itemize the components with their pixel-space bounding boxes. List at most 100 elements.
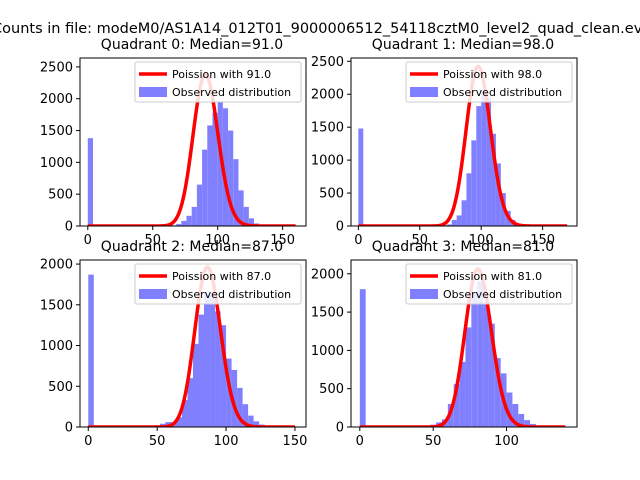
quadrant-2-legend-poisson-label: Poission with 87.0 — [172, 270, 271, 283]
quadrant-1-histogram-bar-4 — [451, 220, 457, 226]
quadrant-1-data-layer — [357, 64, 569, 226]
quadrant-2-ytick-label-1000: 1000 — [40, 339, 73, 354]
quadrant-3-histogram-bar-5 — [453, 384, 460, 427]
quadrant-0-histogram-bar-4 — [181, 220, 187, 226]
quadrant-0-histogram-bar-7 — [196, 184, 203, 226]
quadrant-2-histogram-bar-18 — [248, 415, 254, 427]
quadrant-3-legend-poisson-label: Poission with 81.0 — [443, 270, 542, 283]
quadrant-2-axes-frame — [79, 259, 307, 428]
quadrant-3-ytick-label-0: 0 — [336, 421, 344, 436]
quadrant-3-ytick-label-1000: 1000 — [311, 344, 344, 359]
quadrant-0-histogram-bar-0 — [87, 138, 93, 226]
quadrant-2-histogram-bar-17 — [242, 404, 249, 427]
quadrant-0-histogram-bar-10 — [212, 112, 218, 226]
quadrant-3-ytick-label-2000: 2000 — [311, 267, 344, 282]
quadrant-1-xtick-label-150: 150 — [530, 233, 555, 248]
quadrant-2-ytick-label-2000: 2000 — [40, 258, 73, 273]
quadrant-1-legend-frame — [405, 61, 573, 103]
quadrant-1-ytick-label-1000: 1000 — [311, 154, 344, 169]
quadrant-1-histogram-bar-13 — [495, 163, 501, 226]
quadrant-0-ytick-label-1000: 1000 — [40, 156, 73, 171]
quadrant-2-histogram-bar-16 — [237, 387, 243, 427]
quadrant-1-ytick-label-2500: 2500 — [311, 55, 344, 70]
quadrant-1-legend-observed-swatch — [410, 87, 438, 97]
quadrant-0-histogram-bar-3 — [176, 224, 182, 226]
quadrant-2-legend-observed-label: Observed distribution — [172, 288, 291, 301]
quadrant-3-xtick-label-50: 50 — [425, 434, 442, 449]
quadrant-2-histogram-bar-11 — [209, 293, 216, 427]
quadrant-3-legend-observed-label: Observed distribution — [443, 288, 562, 301]
quadrant-0-ytick-label-2500: 2500 — [40, 60, 73, 75]
quadrant-1-histogram-bar-12 — [491, 133, 496, 226]
quadrant-3-title: Quadrant 3: Median=81.0 — [372, 239, 554, 255]
quadrant-0-histogram-bar-5 — [186, 215, 192, 226]
quadrant-0-ytick-label-1500: 1500 — [40, 124, 73, 139]
quadrant-2-xtick-label-100: 100 — [214, 434, 239, 449]
quadrant-1-histogram-bar-9 — [476, 106, 482, 226]
quadrant-1-histogram-bar-11 — [486, 97, 492, 226]
quadrant-0-histogram-bar-6 — [191, 206, 197, 226]
quadrant-3-histogram-bar-9 — [477, 281, 484, 427]
quadrant-3-legend: Poission with 81.0 Observed distribution — [405, 263, 573, 305]
figure-suptitle: Counts in file: modeM0/AS1A14_012T01_900… — [0, 21, 640, 37]
quadrant-2-legend: Poission with 87.0 Observed distribution — [134, 263, 302, 305]
quadrant-1-histogram-bar-8 — [471, 140, 477, 226]
quadrant-1-legend-observed-label: Observed distribution — [443, 86, 562, 99]
quadrant-2-histogram-bar-9 — [198, 314, 205, 427]
quadrant-3-legend-frame — [405, 263, 573, 305]
quadrant-3-axes-frame — [350, 259, 578, 428]
quadrant-0-histogram-bar-14 — [233, 159, 239, 226]
quadrant-1-histogram-bar-6 — [461, 200, 467, 226]
quadrant-2-ytick-label-500: 500 — [48, 380, 73, 395]
quadrant-3-ytick-label-500: 500 — [319, 382, 344, 397]
quadrant-1-xtick-label-0: 0 — [354, 233, 362, 248]
quadrant-1-ytick-label-1500: 1500 — [311, 121, 344, 136]
quadrant-2-ytick-label-0: 0 — [65, 421, 73, 436]
quadrant-0-xtick-label-50: 50 — [144, 233, 161, 248]
quadrant-1-histogram-bar-3 — [446, 224, 452, 226]
quadrant-2-histogram-bar-13 — [220, 325, 227, 427]
quadrant-2-xtick-label-50: 50 — [149, 434, 166, 449]
quadrant-2-histogram-bar-12 — [215, 311, 221, 427]
quadrant-3-histogram-bar-17 — [524, 420, 531, 427]
quadrant-3-xtick-label-0: 0 — [356, 434, 364, 449]
quadrant-1-histogram-bar-5 — [456, 215, 462, 226]
quadrant-3-histogram-bar-12 — [494, 358, 501, 427]
quadrant-2-histogram-bar-5 — [176, 417, 182, 427]
quadrant-1-ytick-label-500: 500 — [319, 187, 344, 202]
quadrant-0-ytick-label-2000: 2000 — [40, 92, 73, 107]
quadrant-0-legend-observed-swatch — [139, 87, 167, 97]
quadrant-0-histogram-bar-15 — [238, 190, 244, 226]
quadrant-0-histogram-bar-8 — [202, 149, 208, 226]
quadrant-2-histogram-bar-10 — [204, 292, 210, 427]
quadrant-3-histogram-bar-16 — [518, 413, 525, 427]
quadrant-0-ytick-label-500: 500 — [48, 188, 73, 203]
quadrant-3-histogram-bar-7 — [465, 327, 472, 427]
quadrant-1-histogram-bar-10 — [481, 90, 487, 226]
quadrant-2-title: Quadrant 2: Median=87.0 — [101, 239, 283, 255]
quadrant-3-xtick-label-100: 100 — [494, 434, 519, 449]
quadrant-0-histogram-bar-11 — [217, 101, 223, 226]
quadrant-1-histogram-bar-0 — [358, 128, 364, 226]
quadrant-3-histogram-bar-0 — [359, 289, 366, 427]
quadrant-2-histogram-bar-15 — [231, 369, 238, 427]
quadrant-0-histogram-bar-16 — [243, 206, 249, 226]
quadrant-2-xtick-label-0: 0 — [84, 434, 92, 449]
quadrant-1-axes-frame — [350, 57, 578, 227]
quadrant-3-histogram-bar-14 — [506, 392, 513, 427]
quadrant-3-histogram-bar-10 — [483, 304, 489, 427]
quadrant-0-xtick-label-0: 0 — [84, 233, 92, 248]
quadrant-1-ytick-label-2000: 2000 — [311, 88, 344, 103]
quadrant-3-ytick-label-1500: 1500 — [311, 306, 344, 321]
quadrant-3-histogram-bar-8 — [471, 292, 478, 427]
quadrant-2-legend-observed-swatch — [139, 289, 167, 299]
quadrant-0-histogram-bar-9 — [207, 125, 213, 226]
quadrant-1-legend: Poission with 98.0 Observed distribution — [405, 61, 573, 103]
quadrant-0-legend: Poission with 91.0 Observed distribution — [134, 61, 302, 103]
quadrant-0-axes-frame — [79, 57, 307, 227]
quadrant-0-legend-frame — [134, 61, 302, 103]
